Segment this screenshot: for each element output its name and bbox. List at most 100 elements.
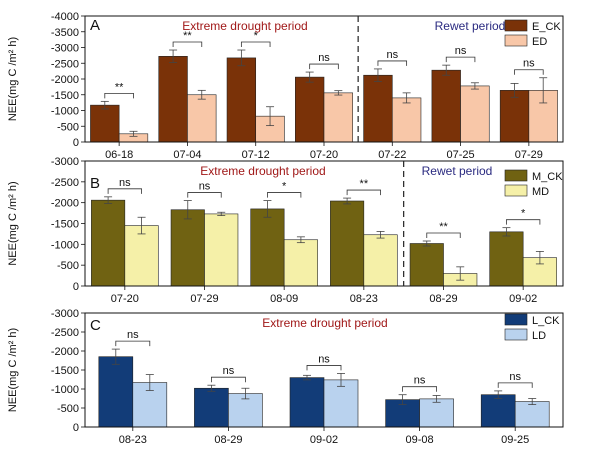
legend-label-E_CK: E_CK (532, 21, 561, 33)
legend-label-M_CK: M_CK (532, 171, 563, 183)
bar-A-ED-07-20 (323, 92, 353, 143)
error-bar-B-M_CK-08-09 (263, 200, 272, 218)
bar-B-MD-08-09 (283, 239, 318, 287)
sig-bracket-A-07-29 (514, 69, 544, 75)
x-tick-label-C-09-02: 09-02 (310, 434, 338, 446)
bar-A-E_CK-07-29 (499, 90, 530, 143)
sig-label-A-07-22: ns (386, 49, 398, 61)
sig-bracket-B-08-23 (346, 189, 381, 196)
y-tick-label-C--500: -500 (57, 403, 79, 415)
error-bar-B-M_CK-07-20 (104, 196, 113, 204)
sig-label-C-08-23: ns (127, 329, 139, 341)
bar-C-LD-09-02 (323, 379, 359, 428)
sig-bracket-C-09-25 (497, 382, 533, 388)
bar-C-L_CK-09-02 (289, 377, 325, 428)
error-bar-C-LD-08-23 (145, 374, 154, 391)
legend-label-ED: ED (532, 36, 547, 48)
y-tick-label-B-0: 0 (73, 281, 79, 293)
error-bar-B-M_CK-08-29 (422, 240, 431, 247)
error-bar-A-E_CK-07-12 (237, 49, 246, 67)
sig-label-A-07-04: ** (183, 30, 192, 42)
x-tick-label-B-09-02: 09-02 (509, 293, 537, 305)
bar-A-E_CK-06-18 (90, 104, 120, 143)
x-tick-label-A-07-25: 07-25 (447, 149, 475, 161)
bar-A-E_CK-07-12 (226, 57, 257, 143)
bar-B-M_CK-08-29 (409, 243, 444, 287)
error-bar-C-L_CK-08-23 (111, 348, 120, 365)
sig-label-B-08-29: ** (439, 221, 448, 233)
sig-label-B-08-23: ** (360, 178, 369, 190)
y-tick-label-B--500: -500 (57, 260, 79, 272)
sig-label-B-07-20: ns (119, 177, 131, 189)
error-bar-B-MD-07-29 (217, 211, 226, 216)
panel-A: ** 06-18 ** 07-04 * 07-12 ns 07-20 ns 07-22 ns 07-2… (7, 11, 564, 161)
sig-label-B-07-29: ns (199, 181, 211, 193)
error-bar-A-E_CK-07-20 (305, 71, 314, 83)
error-bar-A-ED-07-22 (402, 92, 411, 104)
x-tick-label-C-08-29: 08-29 (214, 434, 242, 446)
y-tick-label-C--2000: -2000 (51, 346, 79, 358)
bar-A-E_CK-07-25 (431, 69, 461, 143)
y-tick-label-A--500: -500 (57, 121, 79, 133)
bar-B-MD-07-29 (204, 213, 239, 287)
legend-label-L_CK: L_CK (532, 315, 560, 327)
error-bar-A-E_CK-07-22 (373, 68, 382, 82)
x-tick-label-A-07-22: 07-22 (378, 149, 406, 161)
panel-label-B: B (90, 175, 100, 192)
sig-bracket-A-07-22 (377, 60, 408, 66)
error-bar-B-MD-08-23 (376, 231, 385, 239)
bar-B-M_CK-07-20 (91, 199, 126, 287)
bar-B-M_CK-08-23 (330, 200, 365, 287)
sig-bracket-B-07-29 (187, 192, 222, 198)
error-bar-C-LD-09-08 (432, 395, 441, 403)
error-bar-A-E_CK-07-25 (442, 64, 451, 76)
sig-bracket-C-08-29 (210, 376, 246, 383)
sig-bracket-B-08-09 (267, 192, 302, 198)
sig-label-A-06-18: ** (115, 81, 124, 93)
bar-C-LD-09-25 (514, 401, 550, 428)
y-tick-label-B--1000: -1000 (51, 239, 79, 251)
y-tick-label-A--1000: -1000 (51, 106, 79, 118)
panel-label-A: A (90, 17, 100, 34)
sig-bracket-C-09-02 (306, 365, 342, 371)
sig-label-A-07-25: ns (455, 45, 467, 57)
sig-bracket-B-07-20 (107, 188, 142, 194)
sig-bracket-C-08-23 (115, 340, 151, 347)
bar-B-MD-08-23 (363, 234, 398, 287)
error-bar-C-L_CK-08-29 (207, 384, 216, 392)
x-tick-label-B-08-23: 08-23 (350, 293, 378, 305)
legend-A: E_CK ED (504, 19, 561, 48)
error-bar-A-ED-07-25 (470, 82, 479, 90)
x-tick-label-A-06-18: 06-18 (105, 149, 133, 161)
x-tick-label-A-07-20: 07-20 (310, 149, 338, 161)
error-bar-B-MD-08-29 (456, 266, 465, 281)
sig-label-A-07-29: ns (523, 58, 535, 70)
x-tick-label-B-08-29: 08-29 (429, 293, 457, 305)
y-tick-label-A--3000: -3000 (51, 43, 79, 55)
error-bar-A-ED-07-12 (266, 106, 275, 127)
legend-swatch-M_CK (504, 169, 528, 182)
sig-label-C-09-02: ns (318, 353, 330, 365)
error-bar-A-E_CK-07-04 (169, 49, 178, 64)
error-bar-A-E_CK-06-18 (100, 100, 109, 110)
period-label-B-drought: Extreme drought period (200, 164, 325, 178)
x-tick-label-A-07-12: 07-12 (242, 149, 270, 161)
legend-label-LD: LD (532, 330, 546, 342)
bar-B-M_CK-08-09 (250, 208, 285, 287)
error-bar-B-MD-08-09 (296, 236, 305, 244)
y-tick-label-A--2000: -2000 (51, 74, 79, 86)
y-tick-label-A--3500: -3500 (51, 27, 79, 39)
bar-C-L_CK-09-25 (480, 394, 516, 428)
x-tick-label-A-07-29: 07-29 (515, 149, 543, 161)
period-label-C-drought: Extreme drought period (262, 316, 387, 330)
legend-swatch-L_CK (504, 313, 528, 326)
bar-B-M_CK-07-29 (170, 209, 205, 287)
x-tick-label-B-08-09: 08-09 (270, 293, 298, 305)
sig-label-C-09-25: ns (509, 371, 521, 383)
sig-label-C-09-08: ns (414, 375, 426, 387)
x-tick-label-A-07-04: 07-04 (173, 149, 201, 161)
error-bar-C-L_CK-09-25 (494, 390, 503, 399)
x-tick-label-B-07-20: 07-20 (111, 293, 139, 305)
y-tick-label-C--2500: -2500 (51, 327, 79, 339)
